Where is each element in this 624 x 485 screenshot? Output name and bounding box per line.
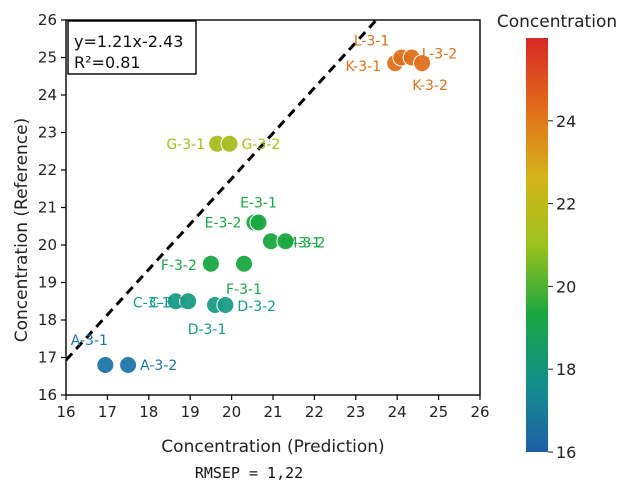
colorbar-tick-label: 20 — [556, 277, 576, 296]
y-tick-label: 26 — [38, 11, 57, 29]
data-point-d-3-2 — [216, 296, 235, 314]
x-tick-label: 21 — [263, 403, 282, 421]
regression-line — [66, 20, 379, 362]
y-axis-title: Concentration (Reference) — [12, 118, 32, 343]
x-tick-label: 17 — [98, 403, 117, 421]
point-label-d-3-1: D-3-1 — [188, 322, 227, 338]
point-label-a-3-1: A-3-1 — [71, 333, 108, 349]
rmsep-text: RMSEP = 1,22 — [195, 464, 303, 482]
x-tick-label: 19 — [181, 403, 200, 421]
data-point-f-3-2 — [201, 254, 220, 273]
colorbar — [526, 38, 548, 452]
colorbar-tick-label: 18 — [556, 360, 576, 379]
data-point-f-3-1 — [235, 254, 254, 273]
colorbar-tick-label: 22 — [556, 195, 576, 214]
point-label-g-3-1: G-3-1 — [166, 137, 205, 153]
x-axis-title: Concentration (Prediction) — [161, 437, 384, 457]
equation-box — [67, 20, 197, 75]
data-point-g-3-2 — [220, 134, 239, 153]
point-label-d-3-2: D-3-2 — [237, 299, 276, 315]
colorbar-tick-label: 24 — [556, 112, 576, 131]
point-label-g-3-2: G-3-2 — [242, 137, 281, 153]
point-label-e-3-2: E-3-2 — [205, 216, 242, 232]
point-label-f-3-1: F-3-1 — [226, 282, 262, 298]
point-label-m-3-1: M-3-1 — [281, 235, 321, 251]
x-tick-label: 22 — [305, 403, 324, 421]
data-point-e-3-1 — [249, 213, 268, 232]
equation-text: y=1.21x-2.43 — [74, 32, 183, 51]
point-label-k-3-2: K-3-2 — [412, 78, 448, 94]
y-tick-label: 16 — [38, 386, 57, 404]
data-point-m-3-2 — [276, 232, 295, 251]
y-tick-label: 19 — [38, 274, 57, 292]
data-point-a-3-2 — [119, 356, 138, 374]
point-label-l-3-1: L-3-1 — [354, 34, 389, 50]
x-tick-label: 16 — [56, 403, 75, 421]
x-tick-label: 25 — [429, 403, 448, 421]
y-tick-label: 21 — [38, 199, 57, 217]
data-point-c-3-2 — [179, 292, 198, 311]
colorbar-ticks: 16 18 20 22 24 — [548, 112, 576, 462]
x-tick-label: 26 — [470, 403, 489, 421]
colorbar-tick-label: 16 — [556, 443, 576, 462]
x-tick-label: 24 — [388, 403, 407, 421]
point-label-a-3-2: A-3-2 — [140, 358, 177, 374]
y-tick-label: 24 — [38, 86, 57, 104]
point-label-e-3-1: E-3-1 — [240, 196, 277, 212]
y-tick-label: 23 — [38, 124, 57, 142]
y-tick-label: 17 — [38, 349, 57, 367]
point-label-c-3-2: C-3-2 — [149, 295, 187, 311]
colorbar-title: Concentration — [497, 12, 617, 32]
point-label-l-3-2: L-3-2 — [422, 47, 457, 63]
labels-layer: A-3-1 A-3-2 C-3-1C-3-2D-3-1 D-3-2 F-3-2 F-3-1… — [71, 34, 457, 375]
y-tick-label: 20 — [38, 236, 57, 254]
point-label-k-3-1: K-3-1 — [345, 59, 381, 75]
y-tick-label: 25 — [38, 49, 57, 67]
r-squared-text: R²=0.81 — [74, 53, 141, 72]
point-label-m-3-2: M-3-2 — [285, 235, 325, 251]
x-tick-label: 20 — [222, 403, 241, 421]
x-tick-label: 18 — [139, 403, 158, 421]
plot-area: 16 17 18 19 20 21 22 23 24 25 26 16 17 18 19 20 21 22 23 24… — [38, 11, 490, 421]
data-point-a-3-1 — [96, 356, 115, 374]
point-label-c-3-1: C-3-1 — [133, 295, 171, 311]
y-tick-label: 18 — [38, 311, 57, 329]
x-tick-label: 23 — [346, 403, 365, 421]
y-tick-label: 22 — [38, 161, 57, 179]
points-layer — [96, 48, 432, 374]
point-label-f-3-2: F-3-2 — [161, 258, 197, 274]
data-point-k-3-2 — [413, 54, 432, 73]
